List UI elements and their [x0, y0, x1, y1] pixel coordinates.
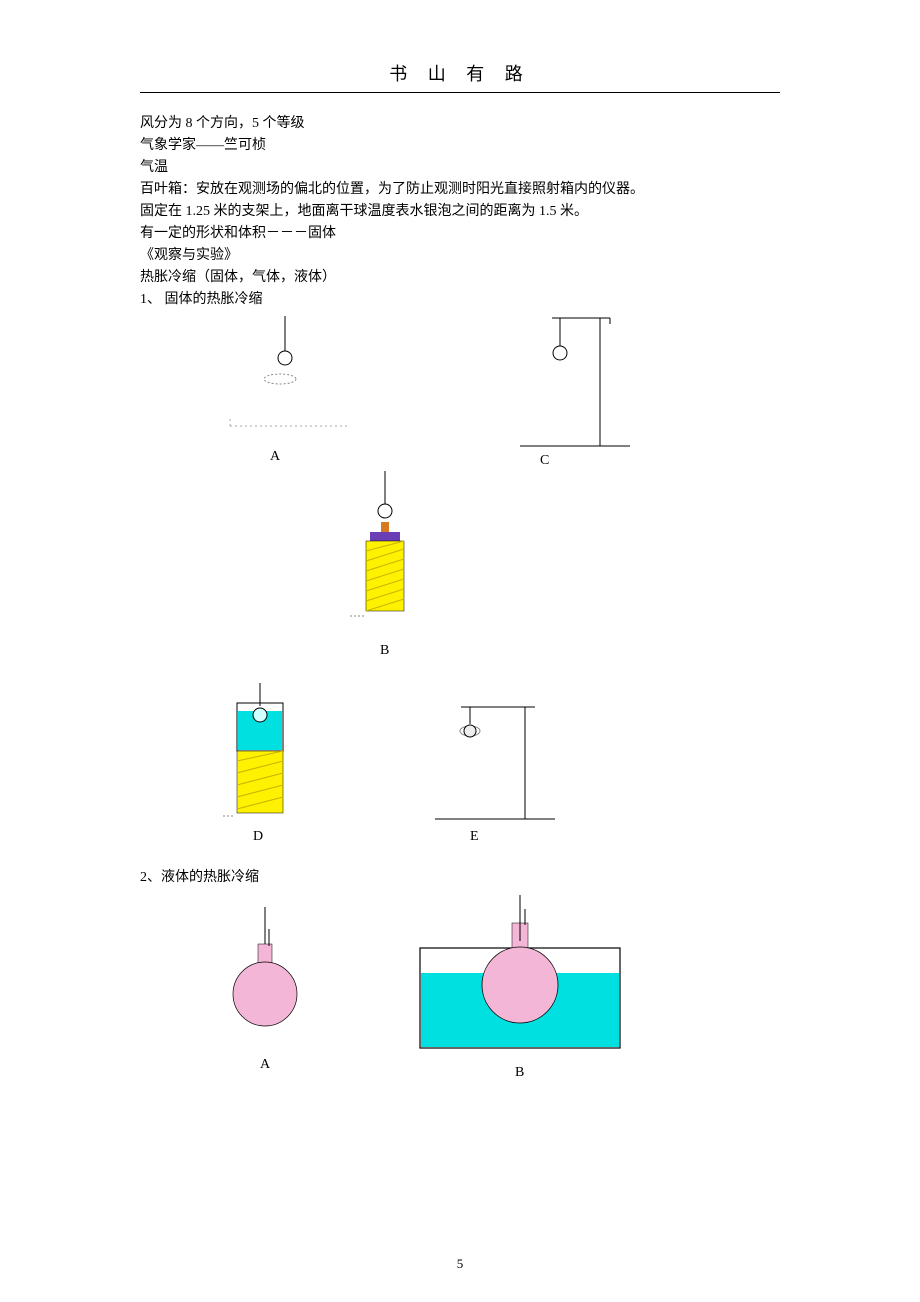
- line-7: 《观察与实验》: [140, 245, 780, 267]
- section-2-heading-block: 2、液体的热胀冷缩: [140, 867, 780, 889]
- line-2: 气象学家——竺可桢: [140, 135, 780, 157]
- figure-group-3: A B: [140, 899, 780, 1089]
- diagram-liquid-a: [200, 899, 330, 1059]
- line-8: 热胀冷缩（固体，气体，液体）: [140, 267, 780, 289]
- line-4: 百叶箱：安放在观测场的偏北的位置，为了防止观测时阳光直接照射箱内的仪器。: [140, 179, 780, 201]
- line-1: 风分为 8 个方向，5 个等级: [140, 113, 780, 135]
- line-9: 1、 固体的热胀冷缩: [140, 289, 780, 311]
- label-b: B: [380, 643, 389, 659]
- diagram-d: [195, 681, 325, 831]
- label-e: E: [470, 829, 479, 845]
- line-3: 气温: [140, 157, 780, 179]
- diagram-liquid-b: [400, 893, 640, 1063]
- line-6: 有一定的形状和体积－－－固体: [140, 223, 780, 245]
- label-a: A: [270, 449, 280, 465]
- page-title: 书 山 有 路: [140, 60, 780, 86]
- figure-group-2: D E: [140, 681, 780, 841]
- diagram-a: [210, 311, 360, 441]
- page: 书 山 有 路 风分为 8 个方向，5 个等级 气象学家——竺可桢 气温 百叶箱…: [0, 0, 920, 1302]
- line-10: 2、液体的热胀冷缩: [140, 867, 780, 889]
- line-5: 固定在 1.25 米的支架上，地面离干球温度表水银泡之间的距离为 1.5 米。: [140, 201, 780, 223]
- label-liquid-a: A: [260, 1057, 270, 1073]
- label-c: C: [540, 453, 549, 469]
- figure-group-1: A C: [140, 311, 780, 671]
- label-d: D: [253, 829, 263, 845]
- diagram-e: [395, 689, 575, 839]
- diagram-c: [480, 306, 640, 456]
- body-text-block: 风分为 8 个方向，5 个等级 气象学家——竺可桢 气温 百叶箱：安放在观测场的…: [140, 113, 780, 311]
- label-liquid-b: B: [515, 1065, 524, 1081]
- diagram-b: [320, 466, 450, 641]
- page-number: 5: [0, 1256, 920, 1272]
- header-rule: [140, 92, 780, 93]
